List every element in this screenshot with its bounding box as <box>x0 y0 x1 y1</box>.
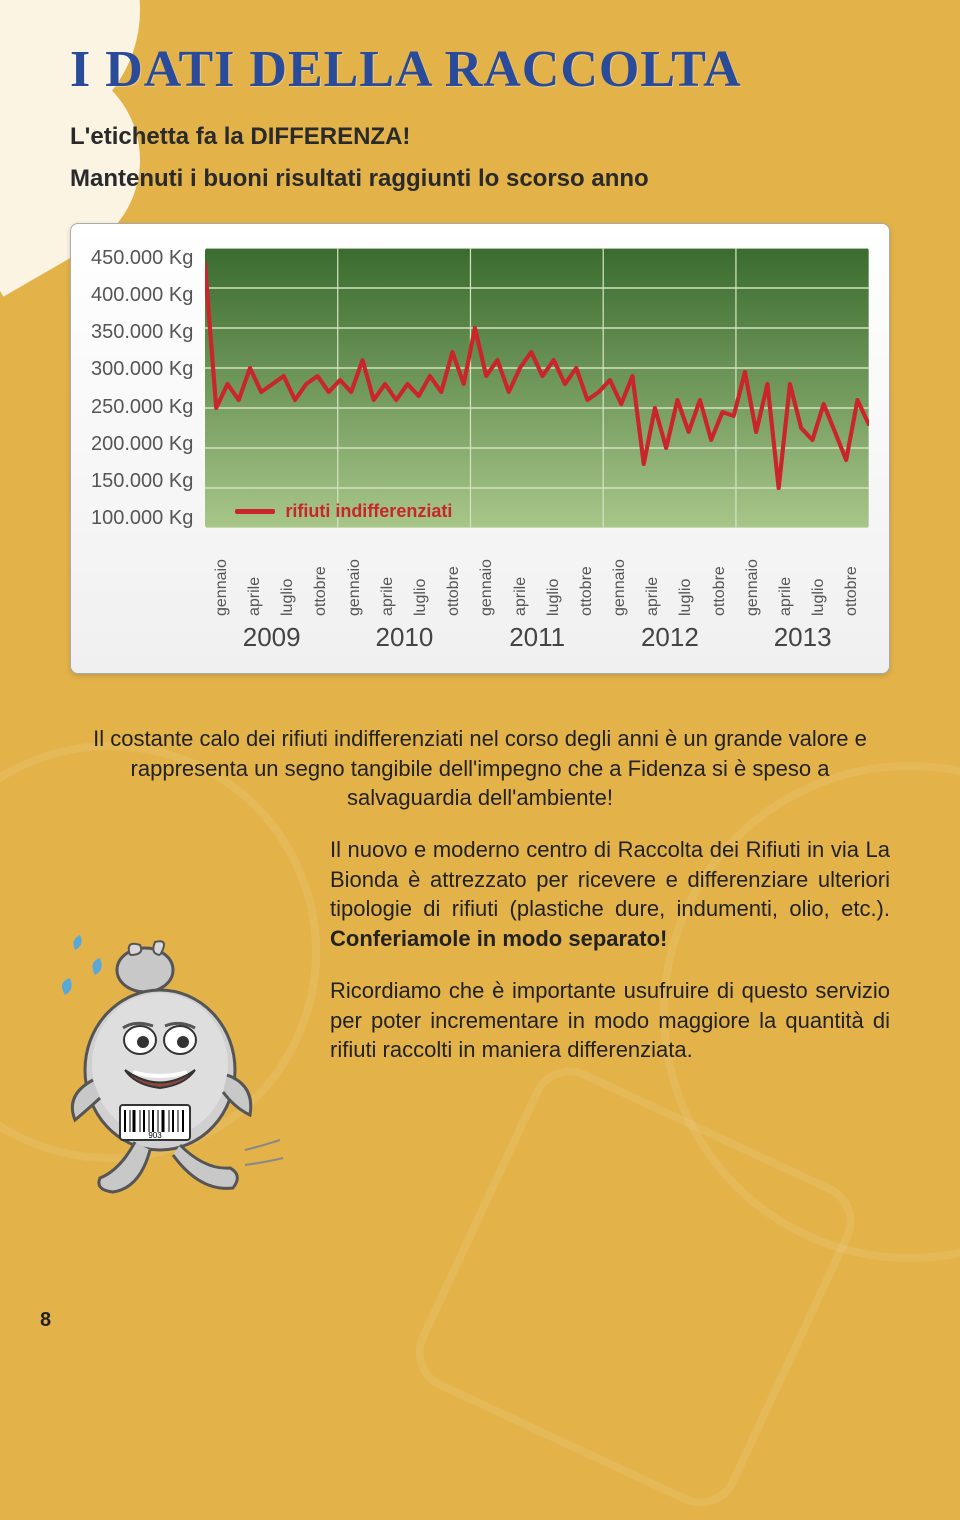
paragraph-2: Il nuovo e moderno centro di Raccolta de… <box>330 835 890 954</box>
svg-text:903: 903 <box>148 1131 162 1140</box>
x-month-label: aprile <box>777 536 795 616</box>
chart-legend: rifiuti indifferenziati <box>235 501 452 522</box>
x-month-label: gennaio <box>611 536 629 616</box>
x-month-label: aprile <box>512 536 530 616</box>
x-month-label: gennaio <box>346 536 364 616</box>
chart-card: 450.000 Kg 400.000 Kg 350.000 Kg 300.000 Kg… <box>70 223 890 674</box>
paragraph-1: Il costante calo dei rifiuti indifferenz… <box>70 724 890 813</box>
paragraph-2b: Conferiamole in modo separato! <box>330 926 667 951</box>
chart-y-axis: 450.000 Kg 400.000 Kg 350.000 Kg 300.000 Kg… <box>91 248 205 528</box>
x-year-group: gennaio aprile luglio ottobre 2012 <box>604 536 737 653</box>
x-month-label: gennaio <box>213 536 231 616</box>
x-month-label: ottobre <box>711 536 729 616</box>
x-month-label: gennaio <box>744 536 762 616</box>
x-month-label: ottobre <box>445 536 463 616</box>
x-year-group: gennaio aprile luglio ottobre 2011 <box>471 536 604 653</box>
x-month-label: luglio <box>810 536 828 616</box>
y-tick-label: 300.000 Kg <box>91 359 193 379</box>
x-year-group: gennaio aprile luglio ottobre 2013 <box>736 536 869 653</box>
y-tick-label: 200.000 Kg <box>91 434 193 454</box>
mascot-illustration: 903 <box>45 920 285 1200</box>
x-year-label: 2012 <box>604 622 737 653</box>
chart-plot-area: rifiuti indifferenziati <box>205 248 869 528</box>
y-tick-label: 100.000 Kg <box>91 508 193 528</box>
x-year-group: gennaio aprile luglio ottobre 2010 <box>338 536 471 653</box>
x-month-label: ottobre <box>843 536 861 616</box>
x-month-label: ottobre <box>312 536 330 616</box>
page-number: 8 <box>40 1309 51 1332</box>
y-tick-label: 400.000 Kg <box>91 285 193 305</box>
y-tick-label: 150.000 Kg <box>91 471 193 491</box>
x-month-label: luglio <box>279 536 297 616</box>
legend-swatch <box>235 509 275 514</box>
page-title: I DATI DELLA RACCOLTA <box>70 40 890 99</box>
x-year-label: 2013 <box>736 622 869 653</box>
x-month-label: gennaio <box>478 536 496 616</box>
x-year-label: 2009 <box>205 622 338 653</box>
paragraph-3: Ricordiamo che è importante usufruire di… <box>330 976 890 1065</box>
x-month-label: luglio <box>412 536 430 616</box>
y-tick-label: 250.000 Kg <box>91 397 193 417</box>
x-month-label: luglio <box>545 536 563 616</box>
subtitle-2: Mantenuti i buoni risultati raggiunti lo… <box>70 165 890 193</box>
x-month-label: aprile <box>246 536 264 616</box>
x-year-label: 2011 <box>471 622 604 653</box>
paragraph-2a: Il nuovo e moderno centro di Raccolta de… <box>330 837 890 921</box>
chart-x-axis: gennaio aprile luglio ottobre 2009 gennaio apr… <box>205 536 869 653</box>
x-month-label: luglio <box>677 536 695 616</box>
subtitle-1: L'etichetta fa la DIFFERENZA! <box>70 123 890 151</box>
x-month-label: aprile <box>644 536 662 616</box>
x-year-group: gennaio aprile luglio ottobre 2009 <box>205 536 338 653</box>
x-month-label: ottobre <box>578 536 596 616</box>
legend-label: rifiuti indifferenziati <box>285 501 452 522</box>
y-tick-label: 450.000 Kg <box>91 248 193 268</box>
x-year-label: 2010 <box>338 622 471 653</box>
y-tick-label: 350.000 Kg <box>91 322 193 342</box>
x-month-label: aprile <box>379 536 397 616</box>
